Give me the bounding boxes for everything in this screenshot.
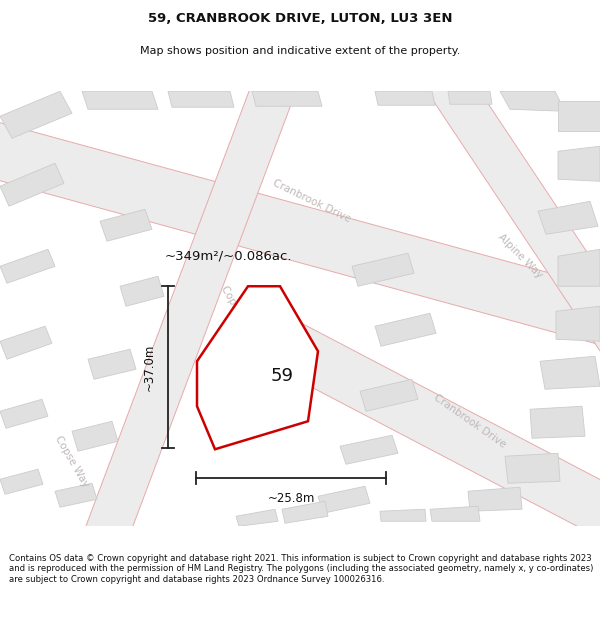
Text: ~25.8m: ~25.8m xyxy=(268,492,314,505)
Polygon shape xyxy=(352,253,414,286)
Text: Copse Way: Copse Way xyxy=(53,434,91,489)
Polygon shape xyxy=(360,379,418,411)
Polygon shape xyxy=(88,349,136,379)
Text: ~349m²/~0.086ac.: ~349m²/~0.086ac. xyxy=(165,250,293,262)
Polygon shape xyxy=(0,399,48,428)
Polygon shape xyxy=(340,435,398,464)
Polygon shape xyxy=(448,91,492,104)
Text: Map shows position and indicative extent of the property.: Map shows position and indicative extent… xyxy=(140,46,460,56)
Polygon shape xyxy=(558,249,600,286)
Polygon shape xyxy=(79,64,301,559)
Polygon shape xyxy=(538,201,598,234)
Polygon shape xyxy=(282,501,328,523)
Polygon shape xyxy=(0,119,600,348)
Polygon shape xyxy=(82,91,158,109)
Polygon shape xyxy=(197,286,318,449)
Polygon shape xyxy=(236,509,278,526)
Polygon shape xyxy=(556,306,600,341)
Polygon shape xyxy=(72,421,118,451)
Polygon shape xyxy=(500,91,565,111)
Polygon shape xyxy=(375,313,436,346)
Polygon shape xyxy=(468,488,522,511)
Text: Contains OS data © Crown copyright and database right 2021. This information is : Contains OS data © Crown copyright and d… xyxy=(9,554,593,584)
Polygon shape xyxy=(268,318,600,584)
Polygon shape xyxy=(422,59,600,384)
Text: 59: 59 xyxy=(271,367,293,385)
Text: Cranbrook Drive: Cranbrook Drive xyxy=(271,178,353,224)
Polygon shape xyxy=(0,163,64,206)
Polygon shape xyxy=(505,453,560,483)
Polygon shape xyxy=(430,506,480,521)
Polygon shape xyxy=(380,509,426,521)
Polygon shape xyxy=(252,91,322,106)
Text: Alpine Way: Alpine Way xyxy=(496,232,544,281)
Polygon shape xyxy=(530,406,585,438)
Polygon shape xyxy=(0,91,72,138)
Text: 59, CRANBROOK DRIVE, LUTON, LU3 3EN: 59, CRANBROOK DRIVE, LUTON, LU3 3EN xyxy=(148,12,452,25)
Text: Copse Way: Copse Way xyxy=(219,284,257,339)
Text: Cranbrook Drive: Cranbrook Drive xyxy=(432,392,508,450)
Polygon shape xyxy=(168,91,234,108)
Polygon shape xyxy=(375,91,435,105)
Polygon shape xyxy=(55,483,97,508)
Text: ~37.0m: ~37.0m xyxy=(143,344,156,391)
Polygon shape xyxy=(0,469,43,494)
Polygon shape xyxy=(0,249,55,283)
Polygon shape xyxy=(558,101,600,131)
Polygon shape xyxy=(120,276,164,306)
Polygon shape xyxy=(558,146,600,181)
Polygon shape xyxy=(540,356,600,389)
Polygon shape xyxy=(318,486,370,513)
Polygon shape xyxy=(0,326,52,359)
Polygon shape xyxy=(100,209,152,241)
